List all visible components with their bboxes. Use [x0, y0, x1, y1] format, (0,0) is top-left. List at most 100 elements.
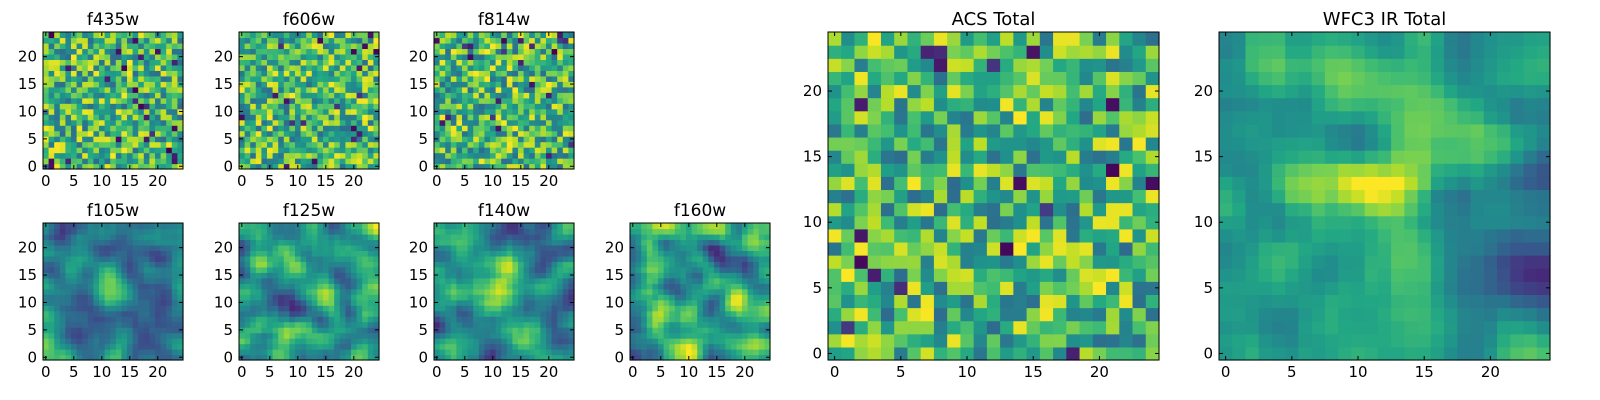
heatmap-cell — [663, 272, 670, 279]
heatmap-cell — [495, 239, 502, 246]
heatmap-cell — [1066, 163, 1081, 177]
heatmap-cell — [283, 59, 290, 66]
heatmap-cell — [177, 37, 184, 44]
heatmap-cell — [562, 223, 569, 230]
heatmap-cell — [484, 332, 491, 339]
heatmap-cell — [351, 97, 358, 104]
heatmap-cell — [362, 70, 369, 77]
heatmap-cell — [568, 125, 575, 132]
heatmap-cell — [171, 32, 178, 39]
heatmap-cell — [501, 354, 508, 361]
heatmap-cell — [289, 250, 296, 257]
heatmap-cell — [115, 147, 122, 154]
heatmap-cell — [473, 261, 480, 268]
heatmap-cell — [546, 343, 553, 350]
heatmap-cell — [669, 266, 676, 273]
heatmap-cell — [362, 223, 369, 230]
heatmap-cell — [104, 332, 111, 339]
heatmap-cell — [255, 32, 262, 39]
heatmap-cell — [149, 92, 156, 99]
heatmap-cell — [149, 327, 156, 334]
heatmap-cell — [171, 272, 178, 279]
heatmap-cell — [166, 277, 173, 284]
heatmap-cell — [283, 64, 290, 71]
heatmap-cell — [272, 64, 279, 71]
heatmap-cell — [450, 59, 457, 66]
heatmap-cell — [1039, 215, 1054, 230]
heatmap-cell — [714, 316, 721, 323]
heatmap-cell — [742, 316, 749, 323]
heatmap-cell — [1079, 215, 1094, 230]
heatmap-cell — [250, 158, 257, 165]
heatmap-cell — [82, 42, 89, 50]
heatmap-cell — [48, 97, 55, 104]
heatmap-cell — [1013, 346, 1028, 361]
heatmap-cell — [351, 327, 358, 334]
heatmap-cell — [473, 321, 480, 328]
heatmap-cell — [295, 97, 302, 104]
heatmap-cell — [445, 316, 452, 323]
heatmap-cell — [59, 97, 66, 104]
heatmap-cell — [121, 223, 128, 230]
heatmap-cell — [373, 283, 380, 290]
heatmap-cell — [557, 108, 564, 115]
heatmap-cell — [177, 141, 184, 148]
heatmap-cell — [506, 228, 513, 235]
heatmap-cell — [48, 250, 55, 257]
heatmap-cell — [523, 250, 530, 257]
panel-title: f105w — [87, 201, 139, 221]
heatmap-cell — [568, 261, 575, 268]
heatmap-cell — [345, 103, 352, 110]
heatmap-cell — [289, 125, 296, 132]
heatmap-cell — [334, 261, 341, 268]
heatmap-cell — [356, 305, 363, 312]
heatmap-cell — [540, 327, 547, 334]
heatmap-cell — [115, 86, 122, 93]
heatmap-cell — [155, 48, 162, 55]
heatmap-cell — [450, 97, 457, 104]
heatmap-cell — [345, 343, 352, 350]
heatmap-cell — [467, 244, 474, 251]
heatmap-cell — [121, 125, 128, 132]
heatmap-cell — [540, 114, 547, 121]
heatmap-cell — [691, 261, 698, 268]
heatmap-cell — [557, 37, 564, 44]
heatmap-cell — [239, 255, 246, 262]
heatmap-cell — [127, 75, 134, 82]
heatmap-cell — [841, 268, 856, 282]
heatmap-cell — [65, 338, 72, 345]
heatmap-cell — [155, 37, 162, 44]
heatmap-cell — [160, 108, 167, 115]
heatmap-cell — [323, 152, 330, 159]
heatmap-cell — [278, 97, 285, 104]
heatmap-cell — [283, 92, 290, 99]
heatmap-cell — [1079, 320, 1094, 335]
heatmap-cell — [99, 70, 106, 77]
heatmap-cell — [880, 189, 895, 204]
heatmap-cell — [568, 141, 575, 148]
heatmap-cell — [1106, 268, 1120, 282]
heatmap-cell — [462, 327, 469, 334]
heatmap-cell — [456, 354, 463, 361]
heatmap-cell — [339, 163, 346, 170]
heatmap-cell — [110, 233, 117, 241]
heatmap-cell — [177, 86, 184, 93]
heatmap-cell — [529, 64, 536, 71]
heatmap-cell — [54, 103, 61, 110]
heatmap-cell — [334, 86, 341, 93]
heatmap-cell — [1039, 281, 1054, 295]
heatmap-cell — [317, 299, 324, 306]
heatmap-cell — [714, 250, 721, 257]
heatmap-cell — [473, 64, 480, 71]
heatmap-cell — [132, 305, 139, 312]
heatmap-cell — [708, 349, 715, 356]
heatmap-cell — [239, 103, 246, 110]
heatmap-cell — [71, 228, 78, 235]
heatmap-cell — [907, 202, 922, 217]
heatmap-cell — [495, 108, 502, 115]
heatmap-cell — [523, 266, 530, 273]
heatmap-cell — [907, 215, 922, 230]
heatmap-cell — [736, 327, 743, 334]
panel-title: ACS Total — [952, 9, 1036, 30]
heatmap-cell — [747, 288, 754, 295]
